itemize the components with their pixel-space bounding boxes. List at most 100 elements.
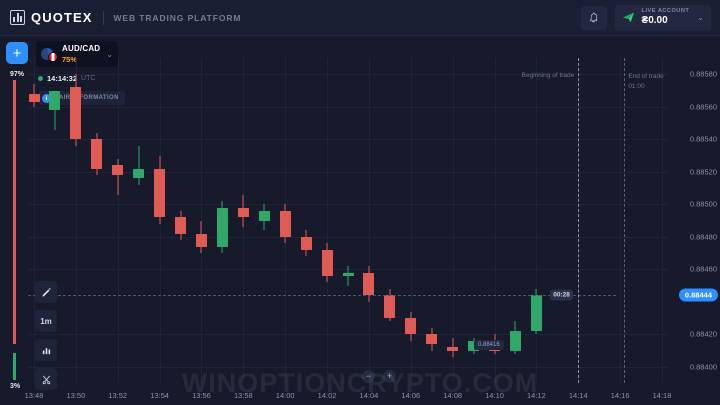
price-tick-label: 0.88480 bbox=[689, 232, 717, 242]
grid-line-horizontal bbox=[28, 204, 668, 206]
pair-information-label: PAIR INFORMATION bbox=[55, 95, 119, 101]
time-tick-label: 14:18 bbox=[652, 391, 672, 400]
candle-body bbox=[426, 334, 438, 344]
sentiment-down-label: 3% bbox=[10, 383, 21, 390]
account-type-label: LIVE ACCOUNT bbox=[641, 7, 690, 14]
candlestick bbox=[112, 58, 124, 383]
chevron-down-icon[interactable]: ⌄ bbox=[697, 13, 704, 22]
notifications-button[interactable] bbox=[580, 5, 607, 30]
price-axis[interactable]: 0.88580 0.88560 0.88540 0.88520 0.88500 0.884… bbox=[668, 58, 720, 383]
candle-body bbox=[342, 272, 354, 276]
candle-body bbox=[70, 87, 82, 140]
grid-line-horizontal bbox=[28, 236, 668, 238]
candlestick bbox=[28, 58, 40, 383]
grid-line-vertical bbox=[494, 58, 496, 383]
candle-body bbox=[468, 340, 480, 351]
candle-body bbox=[321, 249, 333, 276]
timezone-label: UTC bbox=[81, 75, 96, 82]
time-tick-label: 14:00 bbox=[275, 391, 295, 400]
account-selector[interactable]: LIVE ACCOUNT ₴0.00 ⌄ bbox=[614, 4, 711, 31]
grid-line-vertical bbox=[34, 58, 35, 383]
server-time: 14:14:32 bbox=[47, 74, 78, 83]
time-tick-label: 14:08 bbox=[443, 391, 463, 400]
candlestick bbox=[321, 58, 333, 383]
candlestick bbox=[237, 58, 249, 383]
zoom-controls: − + bbox=[362, 370, 396, 383]
candle-body bbox=[195, 233, 207, 247]
info-icon: i bbox=[42, 93, 51, 103]
time-tick-label: 14:10 bbox=[485, 391, 504, 400]
grid-line-vertical bbox=[368, 58, 370, 383]
bar-chart-icon bbox=[42, 347, 50, 354]
time-tick-label: 14:06 bbox=[401, 391, 421, 400]
price-tick-label: 0.88500 bbox=[689, 199, 717, 209]
chevron-down-icon[interactable]: ⌄ bbox=[106, 49, 113, 59]
hover-price-label: 0.88416 bbox=[474, 340, 504, 350]
grid-line-horizontal bbox=[28, 334, 668, 336]
price-tick-label: 0.88520 bbox=[689, 167, 717, 177]
grid-line-vertical bbox=[620, 58, 622, 383]
timeframe-button[interactable]: 1m bbox=[35, 310, 57, 332]
candlestick bbox=[509, 58, 521, 383]
time-tick-label: 14:12 bbox=[527, 391, 546, 400]
draw-tool-button[interactable] bbox=[35, 281, 57, 303]
price-tick-label: 0.88560 bbox=[689, 102, 717, 112]
candle-body bbox=[530, 295, 542, 331]
platform-label: WEB TRADING PLATFORM bbox=[113, 12, 242, 23]
current-price-badge: 0.88444 bbox=[678, 288, 718, 302]
grid-line-vertical bbox=[117, 58, 119, 383]
grid-line-horizontal bbox=[28, 171, 668, 173]
zoom-out-button[interactable]: − bbox=[362, 370, 375, 383]
grid-line-vertical bbox=[662, 58, 663, 383]
candlestick bbox=[447, 58, 459, 383]
currency-flag-icon bbox=[41, 47, 58, 62]
status-dot-icon bbox=[38, 76, 43, 81]
candle-body bbox=[154, 168, 166, 218]
grid-line-horizontal bbox=[28, 106, 668, 108]
candle-body bbox=[175, 217, 187, 234]
sentiment-bar: 97% 3% bbox=[10, 71, 24, 390]
grid-line-horizontal bbox=[28, 74, 668, 76]
asset-name: AUD/CAD bbox=[62, 44, 101, 53]
candlestick bbox=[468, 58, 480, 383]
candle-wick bbox=[347, 266, 349, 286]
candlestick bbox=[279, 58, 291, 383]
candle-body bbox=[258, 210, 270, 221]
candle-body bbox=[28, 93, 40, 102]
time-tick-label: 14:14 bbox=[568, 391, 588, 400]
candlestick bbox=[70, 58, 82, 383]
grid-line-vertical bbox=[159, 58, 161, 383]
indicators-button[interactable] bbox=[35, 368, 57, 390]
candlestick bbox=[405, 58, 417, 383]
logo-text: QUOTEX bbox=[31, 10, 93, 25]
asset-payout: 75% bbox=[62, 54, 78, 64]
grid-line-vertical bbox=[201, 58, 203, 383]
zoom-in-button[interactable]: + bbox=[383, 370, 396, 383]
time-tick-label: 13:50 bbox=[66, 391, 86, 400]
add-asset-button[interactable]: + bbox=[6, 42, 28, 64]
candle-body bbox=[384, 295, 396, 318]
time-tick-label: 13:48 bbox=[24, 391, 44, 400]
sentiment-up-bar bbox=[13, 80, 16, 344]
candle-body bbox=[509, 331, 521, 351]
beginning-of-trade-label: Beginning of trade bbox=[521, 72, 575, 79]
header-divider bbox=[102, 10, 104, 25]
candle-wick bbox=[138, 145, 140, 185]
grid-line-vertical bbox=[327, 58, 329, 383]
price-tick-label: 0.88420 bbox=[689, 329, 717, 339]
brand-logo[interactable]: QUOTEX bbox=[10, 10, 93, 25]
asset-selector[interactable]: AUD/CAD 75% ⌄ bbox=[36, 41, 118, 67]
pencil-icon bbox=[41, 287, 51, 297]
end-of-trade-line bbox=[624, 58, 626, 383]
candle-body bbox=[363, 272, 375, 296]
time-tick-label: 14:04 bbox=[359, 391, 379, 400]
candlestick bbox=[426, 58, 438, 383]
chart-type-button[interactable] bbox=[35, 339, 57, 361]
current-price-line bbox=[28, 295, 616, 297]
candlestick bbox=[133, 58, 145, 383]
time-axis[interactable]: 13:48 13:50 13:52 13:54 13:56 13:58 14:00 14:02… bbox=[24, 385, 672, 405]
candle-body bbox=[300, 236, 312, 250]
price-chart[interactable]: Beginning of trade End of trade 01:00 00:28 bbox=[28, 58, 668, 383]
scissors-icon bbox=[42, 375, 50, 384]
